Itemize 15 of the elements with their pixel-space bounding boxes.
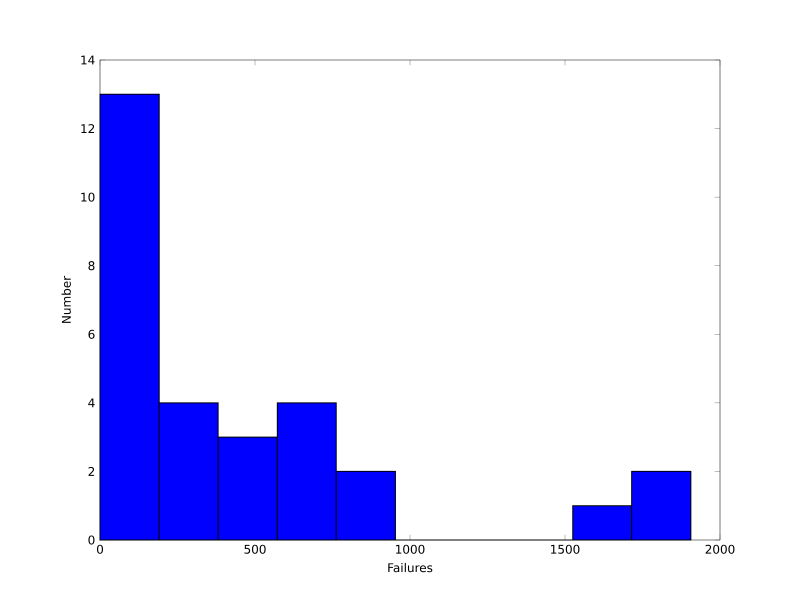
x-axis-title: Failures — [388, 562, 432, 572]
y-tick-label: 12 — [81, 124, 94, 134]
x-tick-label: 1500 — [551, 544, 580, 554]
y-tick-label: 2 — [88, 466, 94, 476]
y-tick-label: 4 — [88, 398, 95, 408]
y-axis-title: Number — [62, 276, 71, 323]
x-tick-label: 500 — [244, 544, 266, 554]
y-tick-label: 0 — [88, 535, 94, 545]
y-tick-label: 6 — [88, 330, 95, 339]
x-tick-label: 1000 — [396, 544, 424, 554]
y-tick-label: 8 — [88, 261, 94, 270]
y-tick-label: 10 — [81, 192, 94, 202]
x-tick-label: 2000 — [706, 544, 734, 554]
y-tick-label: 14 — [81, 56, 95, 64]
x-tick-label: 0 — [96, 544, 104, 554]
